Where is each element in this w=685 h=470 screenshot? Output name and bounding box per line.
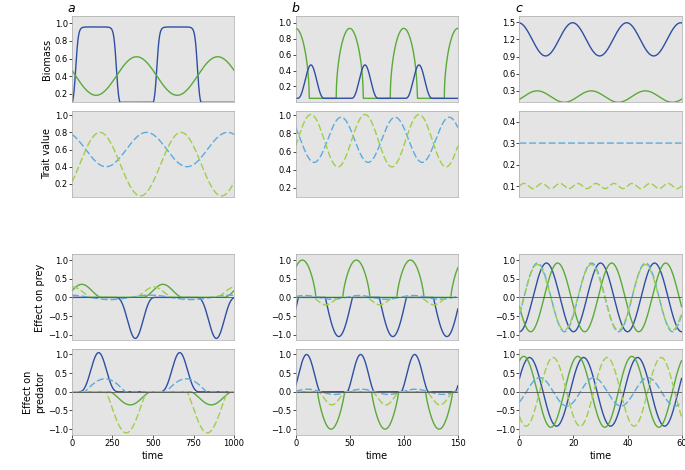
Text: $\bf\it{b}$: $\bf\it{b}$ (291, 1, 300, 16)
X-axis label: time: time (142, 451, 164, 461)
Y-axis label: Biomass: Biomass (42, 39, 52, 80)
Text: $\bf\it{a}$: $\bf\it{a}$ (67, 2, 76, 16)
X-axis label: time: time (589, 451, 612, 461)
Text: $\bf\it{c}$: $\bf\it{c}$ (514, 2, 523, 16)
Y-axis label: Effect on
predator: Effect on predator (23, 370, 45, 414)
X-axis label: time: time (366, 451, 388, 461)
Y-axis label: Effect on prey: Effect on prey (35, 263, 45, 331)
Y-axis label: Trait value: Trait value (42, 128, 52, 180)
